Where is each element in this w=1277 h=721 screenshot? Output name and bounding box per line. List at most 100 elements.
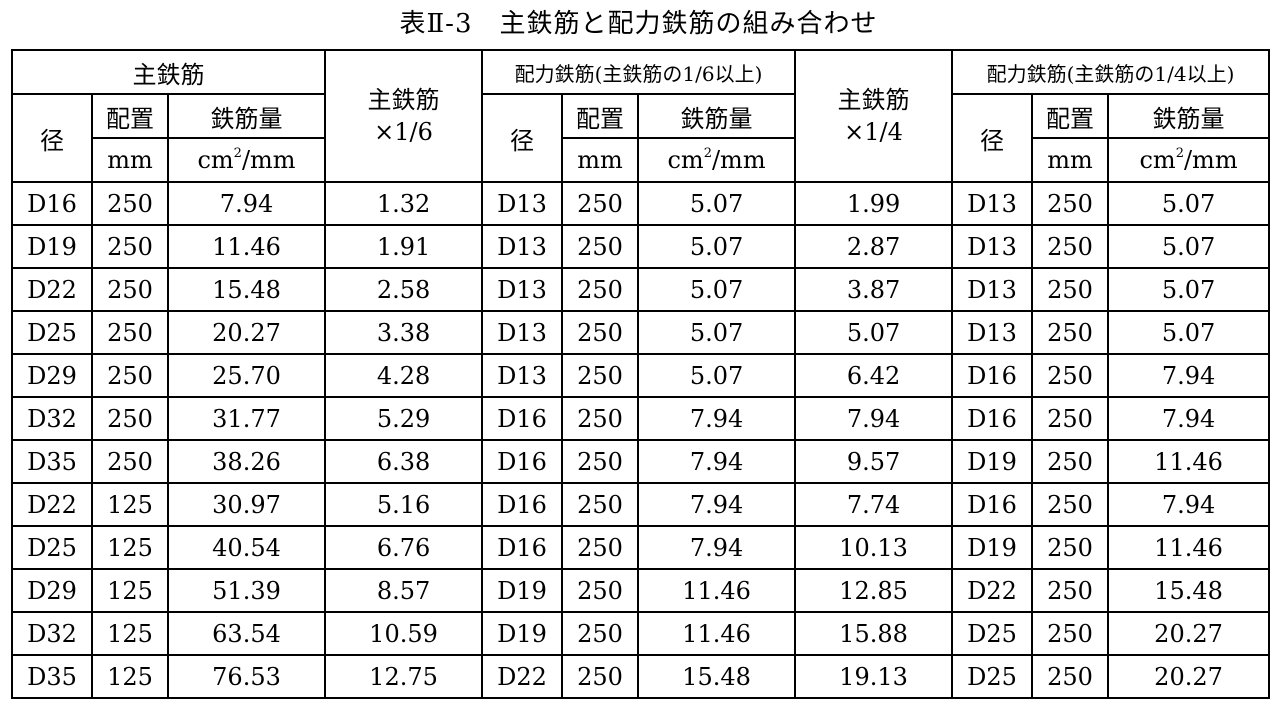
cell-dist14-spacing: 250 [1031,310,1110,355]
cell-dist16-spacing: 250 [561,396,640,441]
cell-dist16-amount: 11.46 [637,611,797,656]
cell-dist14-spacing: 250 [1031,353,1110,398]
cell-dist14-spacing: 250 [1031,482,1110,527]
header-main-bar: 主鉄筋 [10,49,327,95]
cell-main-spacing: 250 [91,439,169,484]
cell-main-diameter: D19 [11,224,93,269]
cell-dist16-amount: 5.07 [637,267,797,312]
cell-main-x14: 1.99 [794,181,954,226]
cell-main-spacing: 125 [91,654,169,699]
table-row: D35 125 76.53 12.75 D22 250 15.48 19.13 D25 250 20… [11,654,1271,699]
cell-dist16-spacing: 250 [561,310,640,355]
cell-dist16-diameter: D16 [481,482,564,527]
cell-dist16-amount: 7.94 [637,482,797,527]
cell-main-x16: 10.59 [324,611,484,656]
cell-dist16-amount: 5.07 [637,353,797,398]
page-title: 表Ⅱ-3 主鉄筋と配力鉄筋の組み合わせ [399,9,878,39]
unit-base: cm [197,146,234,174]
cell-dist16-diameter: D16 [481,439,564,484]
header-spacing-dist16: 配置 [561,93,640,139]
cell-dist16-diameter: D13 [481,310,564,355]
cell-main-x14: 19.13 [794,654,954,699]
cell-dist16-amount: 7.94 [637,439,797,484]
cell-dist16-diameter: D13 [481,224,564,269]
cell-main-x14: 7.74 [794,482,954,527]
cell-dist14-diameter: D13 [951,181,1034,226]
cell-dist16-amount: 7.94 [637,396,797,441]
cell-dist16-diameter: D16 [481,396,564,441]
cell-dist14-diameter: D25 [951,654,1034,699]
cell-dist16-amount: 7.94 [637,525,797,570]
cell-dist14-diameter: D22 [951,568,1034,613]
cell-main-x14: 12.85 [794,568,954,613]
cell-dist16-diameter: D13 [481,267,564,312]
header-diameter-dist14: 径 [951,93,1034,183]
header-amount-dist16: 鉄筋量 [637,93,797,139]
cell-dist14-diameter: D16 [951,482,1034,527]
cell-main-spacing: 250 [91,224,169,269]
cell-main-x16: 5.16 [324,482,484,527]
cell-dist14-diameter: D13 [951,267,1034,312]
cell-dist14-diameter: D13 [951,224,1034,269]
cell-dist14-diameter: D16 [951,396,1034,441]
header-main-x14-line2: ×1/4 [844,118,903,146]
cell-dist16-amount: 11.46 [637,568,797,613]
cell-main-amount: 7.94 [166,181,327,226]
cell-main-x16: 4.28 [324,353,484,398]
header-main-x16-line1: 主鉄筋 [367,86,440,114]
table-row: D22 125 30.97 5.16 D16 250 7.94 7.74 D16 250 7.94 [11,482,1271,527]
cell-main-amount: 76.53 [166,654,327,699]
cell-main-diameter: D35 [11,654,93,699]
cell-main-x16: 8.57 [324,568,484,613]
cell-main-x14: 9.57 [794,439,954,484]
cell-main-x14: 6.42 [794,353,954,398]
cell-dist16-spacing: 250 [561,181,640,226]
cell-main-diameter: D22 [11,267,93,312]
cell-dist16-spacing: 250 [561,525,640,570]
header-spacing-main: 配置 [91,93,169,139]
cell-dist16-diameter: D16 [481,525,564,570]
cell-dist16-spacing: 250 [561,224,640,269]
cell-main-spacing: 250 [91,181,169,226]
cell-main-diameter: D35 [11,439,93,484]
cell-dist16-diameter: D19 [481,611,564,656]
header-main-x16-line2: ×1/6 [374,118,433,146]
header-amount-unit-main: cm2/mm [166,137,327,183]
cell-main-diameter: D16 [11,181,93,226]
cell-dist14-diameter: D25 [951,611,1034,656]
header-amount-unit-dist16: cm2/mm [637,137,797,183]
table-row: D29 125 51.39 8.57 D19 250 11.46 12.85 D22 250 15.… [11,568,1271,613]
header-dist-16: 配力鉄筋(主鉄筋の1/6以上) [481,49,797,95]
unit-rest: /mm [241,146,296,174]
cell-main-x16: 2.58 [324,267,484,312]
cell-main-spacing: 250 [91,353,169,398]
cell-main-amount: 63.54 [166,611,327,656]
cell-dist16-amount: 15.48 [637,654,797,699]
table-row: D19 250 11.46 1.91 D13 250 5.07 2.87 D13 250 5.07 [11,224,1271,269]
cell-main-x14: 15.88 [794,611,954,656]
unit-base: cm [667,146,704,174]
cell-main-diameter: D29 [11,568,93,613]
cell-dist14-amount: 5.07 [1107,310,1271,355]
table-row: D25 125 40.54 6.76 D16 250 7.94 10.13 D19 250 11.4… [11,525,1271,570]
cell-dist16-amount: 5.07 [637,310,797,355]
cell-main-amount: 25.70 [166,353,327,398]
cell-dist14-amount: 11.46 [1107,439,1271,484]
cell-main-x16: 1.91 [324,224,484,269]
cell-dist16-diameter: D13 [481,181,564,226]
header-main-x14-line1: 主鉄筋 [837,86,910,114]
cell-main-x14: 5.07 [794,310,954,355]
cell-main-amount: 20.27 [166,310,327,355]
cell-main-diameter: D25 [11,525,93,570]
cell-dist14-diameter: D19 [951,525,1034,570]
unit-exponent: 2 [703,146,712,161]
header-spacing-unit-dist16: mm [561,137,640,183]
header-diameter-main: 径 [11,93,93,183]
cell-main-amount: 15.48 [166,267,327,312]
cell-main-spacing: 250 [91,267,169,312]
cell-dist16-spacing: 250 [561,568,640,613]
cell-main-amount: 31.77 [166,396,327,441]
unit-exponent: 2 [1175,146,1184,161]
header-amount-dist14: 鉄筋量 [1107,93,1271,139]
cell-main-x16: 1.32 [324,181,484,226]
